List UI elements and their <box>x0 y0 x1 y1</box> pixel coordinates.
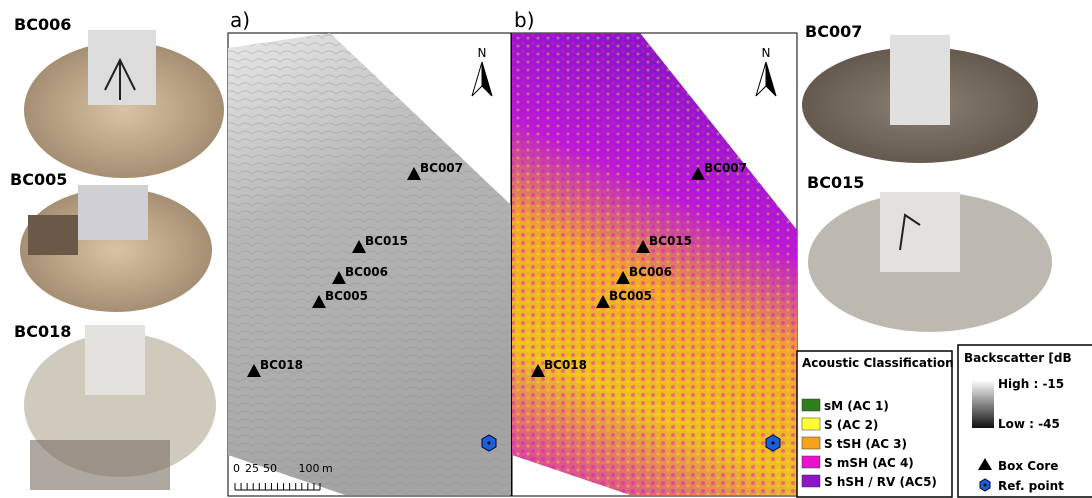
photo-label: BC015 <box>807 173 864 192</box>
photo-bc006 <box>24 30 224 178</box>
legend-swatch <box>802 456 820 468</box>
legend-box-core: Box Core <box>998 459 1058 473</box>
scale-label: 100 <box>299 462 320 475</box>
figure: BC006 BC005 BC018 BC007 BC015 a) N BC007 BC… <box>0 0 1092 498</box>
photo-label: BC018 <box>14 322 71 341</box>
station-label: BC018 <box>260 358 303 372</box>
scale-label: 50 <box>263 462 277 475</box>
legend-title: Backscatter [dB <box>964 351 1072 365</box>
photo-bc018 <box>24 325 216 490</box>
station-label: BC007 <box>704 161 747 175</box>
photo-bc005 <box>20 185 212 312</box>
scale-label: 25 <box>245 462 259 475</box>
legend-ref-point: Ref. point <box>998 479 1064 493</box>
station-label: BC015 <box>649 234 692 248</box>
north-label: N <box>478 46 487 60</box>
station-label: BC006 <box>629 265 672 279</box>
station-label: BC018 <box>544 358 587 372</box>
panel-label: b) <box>514 8 535 32</box>
ref-point <box>488 442 491 445</box>
legend-swatch <box>802 418 820 430</box>
legend-low: Low : -45 <box>998 417 1060 431</box>
station-label: BC007 <box>420 161 463 175</box>
photo-label: BC005 <box>10 170 67 189</box>
legend-item: S hSH / RV (AC5) <box>824 475 937 489</box>
legend-item: sM (AC 1) <box>824 399 889 413</box>
legend-high: High : -15 <box>998 377 1064 391</box>
legend-swatch <box>802 437 820 449</box>
station-label: BC005 <box>609 289 652 303</box>
legend-swatch <box>802 399 820 411</box>
photo-bc015 <box>808 192 1052 332</box>
scale-unit: m <box>322 462 333 475</box>
panel-label: a) <box>230 8 250 32</box>
station-label: BC015 <box>365 234 408 248</box>
scale-label: 0 <box>233 462 240 475</box>
backscatter-legend: Backscatter [dB High : -15 Low : -45 Box… <box>958 345 1092 497</box>
legend-title: Acoustic Classification <box>802 356 954 370</box>
legend-item: S tSH (AC 3) <box>824 437 907 451</box>
photo-label: BC007 <box>805 22 862 41</box>
north-label: N <box>762 46 771 60</box>
station-label: BC006 <box>345 265 388 279</box>
photo-bc007 <box>802 35 1038 163</box>
station-label: BC005 <box>325 289 368 303</box>
photo-label: BC006 <box>14 15 71 34</box>
ref-point <box>772 442 775 445</box>
legend-swatch <box>802 475 820 487</box>
figure-canvas: BC006 BC005 BC018 BC007 BC015 a) N BC007 BC… <box>0 0 1092 498</box>
legend-item: S (AC 2) <box>824 418 878 432</box>
legend-item: S mSH (AC 4) <box>824 456 914 470</box>
